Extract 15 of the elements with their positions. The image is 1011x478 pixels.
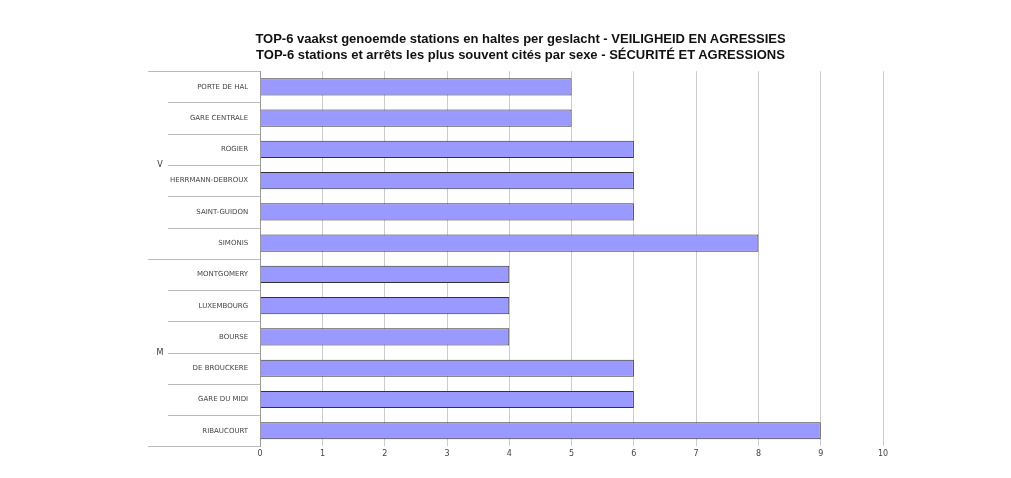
x-tick-label: 10 [877, 449, 889, 459]
x-tick-label: 3 [444, 449, 450, 459]
text: TOP-6 vaakst genoemde stations en haltes per geslacht - VEILIGHEID EN AGRESSIES [255, 31, 786, 47]
text: M [156, 347, 164, 357]
x-tick-label: 5 [569, 449, 575, 459]
x-tick-label: 9 [818, 449, 824, 459]
x-tick-label: 0 [257, 449, 263, 459]
x-tick-label: 8 [755, 449, 761, 459]
x-tick-label: 6 [631, 449, 637, 459]
text: TOP-6 stations et arrêts les plus souvent cités par sexe - SÉCURITÉ ET AGRESSIONS [256, 46, 785, 62]
x-tick-label: 2 [382, 449, 388, 459]
x-tick-label: 1 [319, 449, 325, 459]
x-tick-label: 7 [693, 449, 699, 459]
x-tick-label: 4 [506, 449, 512, 459]
text: V [157, 160, 164, 170]
